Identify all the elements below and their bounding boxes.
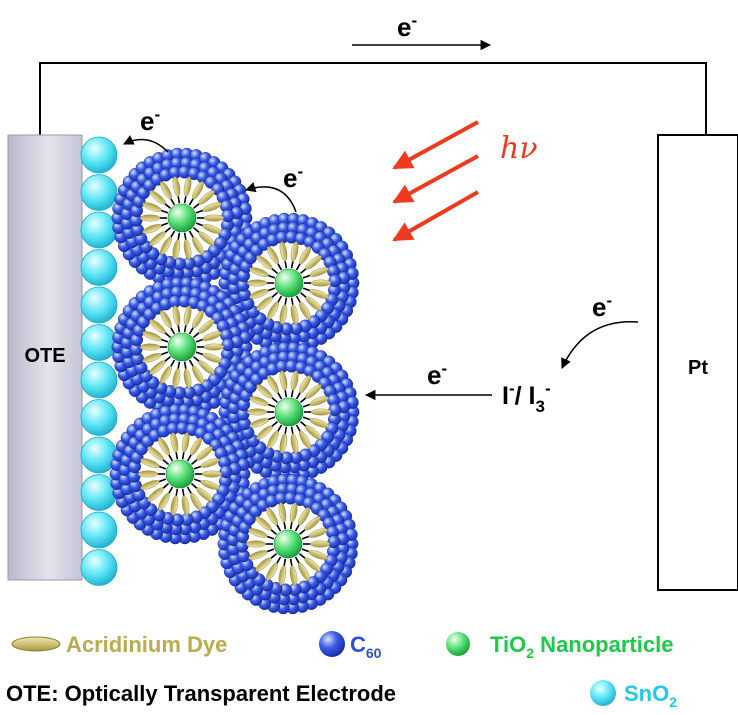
sno2-legend-label: SnO2	[624, 681, 677, 710]
dye-molecule	[204, 215, 224, 221]
light-label: hν	[500, 131, 538, 166]
electron-label-3: e-	[592, 291, 612, 322]
c60-legend-label: C60	[350, 632, 382, 661]
dye-molecule	[310, 541, 330, 547]
ote-definition: OTE: Optically Transparent Electrode	[6, 681, 396, 706]
ote-label: OTE	[24, 345, 65, 367]
dye-molecule	[172, 239, 182, 260]
tio2-nanoparticle	[275, 269, 303, 297]
sno2-particle	[81, 137, 117, 173]
pt-label: Pt	[688, 357, 708, 379]
tio2-legend-icon	[446, 632, 470, 656]
sno2-particle	[81, 175, 117, 211]
dye-molecule	[140, 215, 160, 221]
c60-legend-icon	[319, 631, 345, 657]
sno2-particle	[81, 400, 117, 436]
c60-molecule	[329, 275, 341, 287]
dye-molecule	[172, 368, 182, 389]
dye-molecule	[278, 502, 288, 523]
nanoparticle-clusters	[110, 148, 359, 614]
dye-molecule	[278, 565, 288, 586]
c60-molecule	[222, 210, 234, 222]
sno2-particle	[81, 362, 117, 398]
dye-molecule	[204, 344, 224, 350]
electron-label-1: e-	[140, 105, 160, 136]
c60-molecule	[222, 339, 234, 351]
dye-molecule	[290, 304, 300, 325]
top-electron-label: e-	[397, 11, 417, 42]
dye-molecule	[279, 241, 289, 262]
dye-molecule	[181, 432, 191, 453]
dye-molecule	[183, 176, 193, 197]
sno2-layer	[81, 137, 117, 586]
tio2-nanoparticle	[274, 530, 302, 558]
dye-molecule	[279, 370, 289, 391]
pt-to-redox-arrow	[562, 322, 638, 368]
dye-molecule	[311, 409, 331, 415]
dye-molecule	[140, 344, 160, 350]
dye-molecule	[290, 433, 300, 454]
sno2-particle	[81, 325, 117, 361]
c60-molecule	[328, 536, 340, 548]
dye-molecule	[183, 305, 193, 326]
sno2-particle	[81, 550, 117, 586]
sno2-particle	[81, 287, 117, 323]
tio2-legend-label: TiO2 Nanoparticle	[490, 632, 673, 661]
dye-molecule	[247, 280, 267, 286]
redox-couple-label: I-/ I3-	[502, 379, 551, 416]
dye-molecule	[170, 432, 180, 453]
tio2-nanoparticle	[168, 333, 196, 361]
dye-legend-icon	[12, 637, 60, 651]
dye-molecule	[183, 368, 193, 389]
sno2-particle	[81, 512, 117, 548]
sno2-legend-icon	[590, 680, 616, 706]
sno2-particle	[81, 212, 117, 248]
c60-molecule	[220, 466, 232, 478]
electron-label-2: e-	[283, 162, 303, 193]
dye-molecule	[311, 280, 331, 286]
dye-molecule	[247, 409, 267, 415]
sno2-particle	[81, 250, 117, 286]
dye-legend-label: Acridinium Dye	[66, 632, 227, 657]
dye-molecule	[289, 502, 299, 523]
dye-molecule	[290, 241, 300, 262]
tio2-nanoparticle	[275, 398, 303, 426]
dye-molecule	[172, 305, 182, 326]
dye-molecule	[172, 176, 182, 197]
dye-molecule	[183, 239, 193, 260]
tio2-nanoparticle	[168, 204, 196, 232]
dye-molecule	[138, 471, 158, 477]
dye-molecule	[181, 495, 191, 516]
dye-molecule	[290, 370, 300, 391]
dye-molecule	[202, 471, 222, 477]
tio2-nanoparticle	[166, 460, 194, 488]
injection-arrow-1	[124, 140, 168, 153]
c60-tio2-cluster	[218, 474, 358, 614]
dye-molecule	[279, 304, 289, 325]
c60-molecule	[329, 404, 341, 416]
dye-molecule	[289, 565, 299, 586]
light-rays	[394, 122, 478, 240]
dye-molecule	[170, 495, 180, 516]
legend: Acridinium Dye C60 TiO2 Nanoparticle OTE…	[6, 631, 677, 710]
electron-label-4: e-	[427, 359, 447, 390]
dye-molecule	[279, 433, 289, 454]
dye-molecule	[246, 541, 266, 547]
